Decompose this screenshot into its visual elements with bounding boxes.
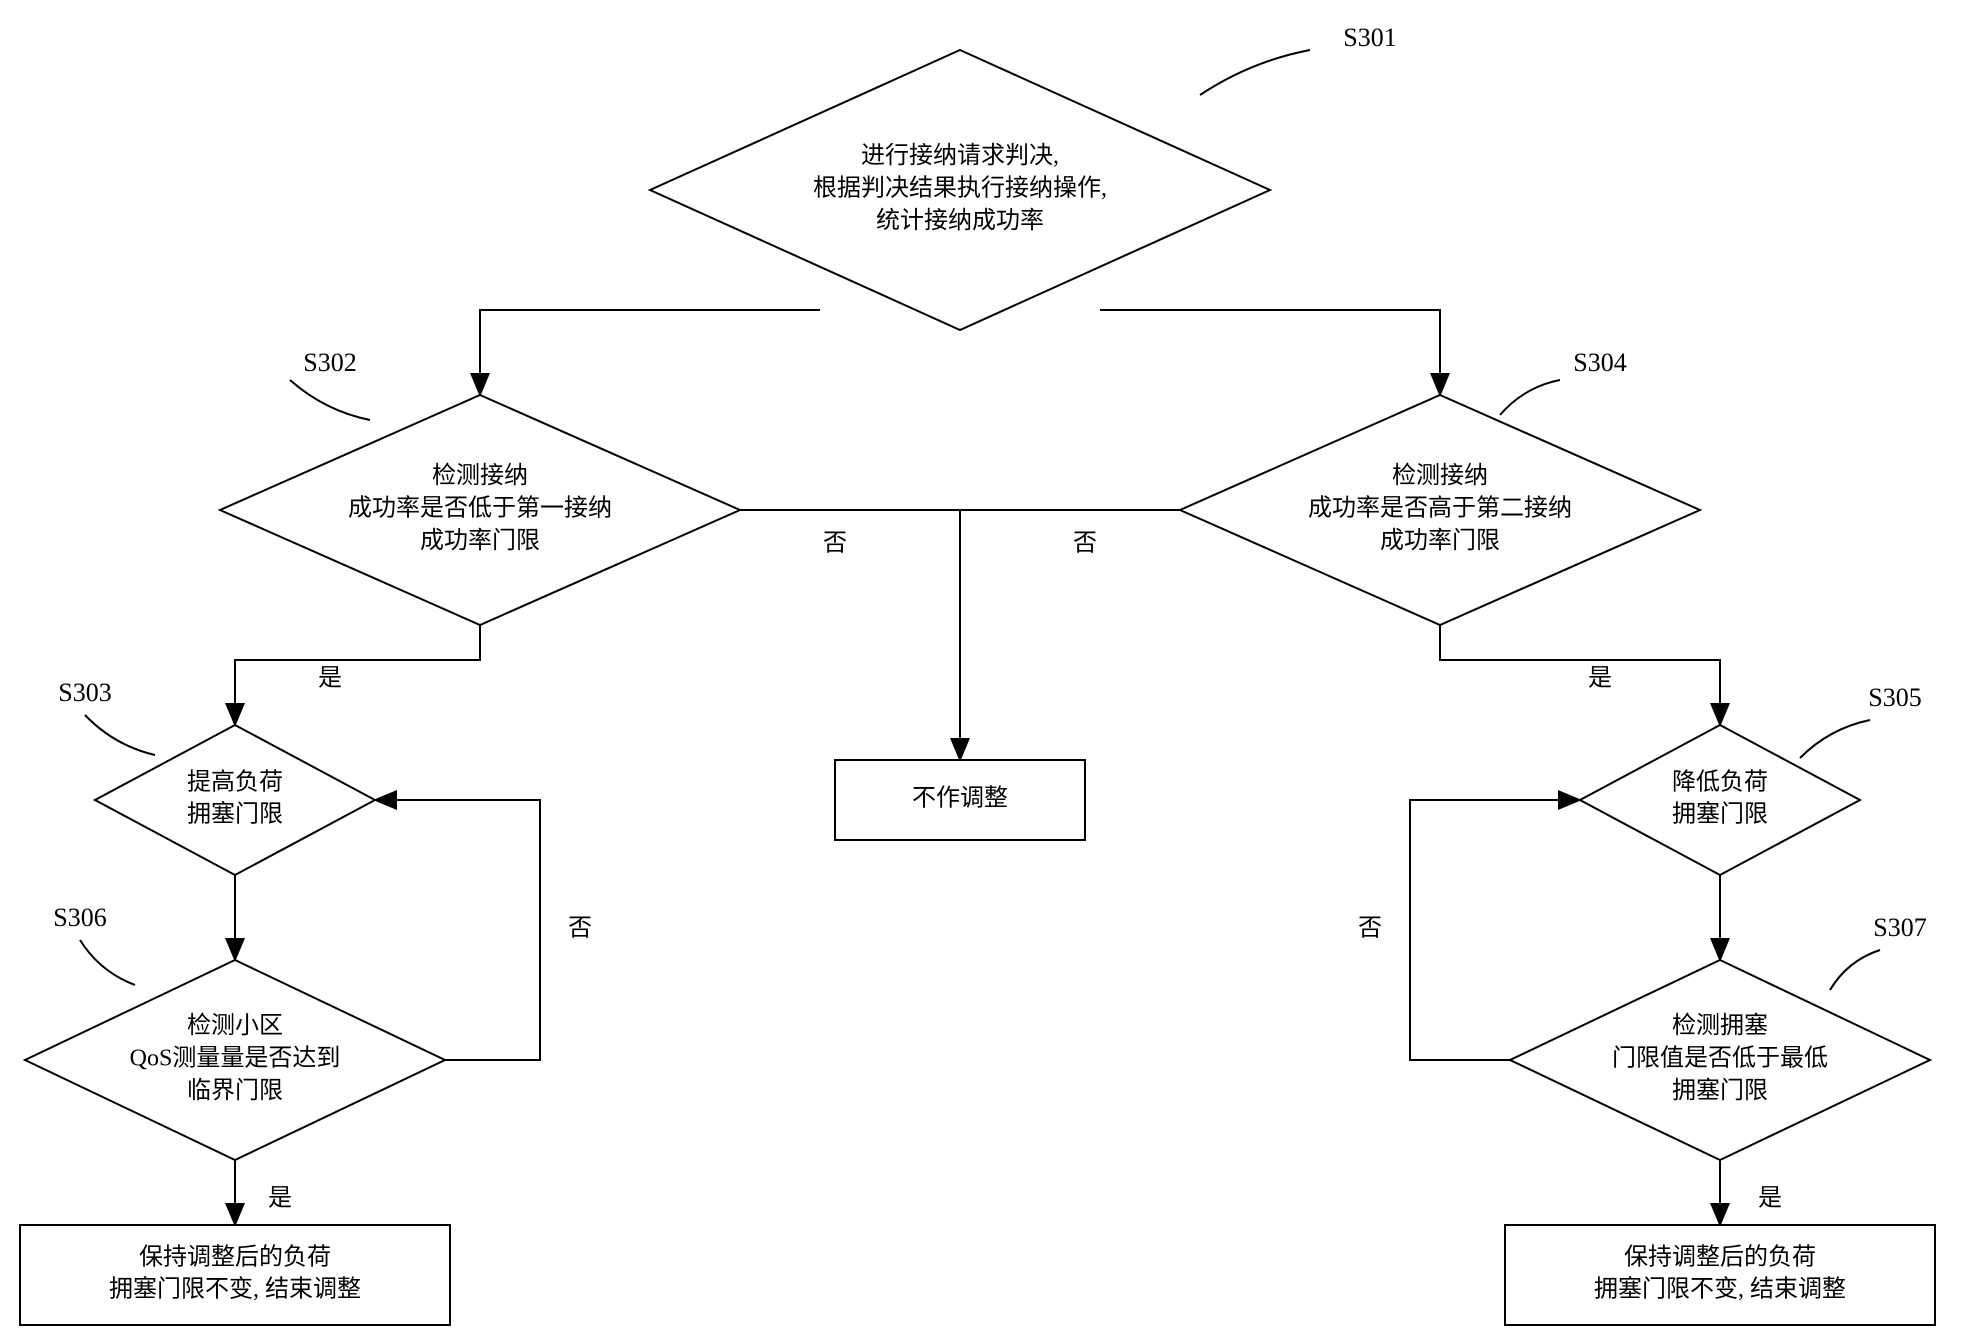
node-text: 拥塞门限不变, 结束调整 (1594, 1276, 1846, 1303)
edge-label: 是 (1588, 666, 1612, 692)
node-text: 成功率门限 (420, 527, 540, 554)
node-id-label: S301 (1343, 23, 1396, 52)
leader-line (1830, 950, 1880, 990)
edge (740, 510, 960, 760)
node-text: 拥塞门限 (187, 801, 283, 828)
node-text: 成功率是否低于第一接纳 (348, 495, 612, 522)
node-text: 成功率门限 (1380, 527, 1500, 554)
node-text: QoS测量量是否达到 (130, 1045, 341, 1072)
node-text: 降低负荷 (1672, 768, 1768, 795)
node-end_left: 保持调整后的负荷拥塞门限不变, 结束调整 (20, 1225, 450, 1325)
node-s303: 提高负荷拥塞门限 (95, 725, 375, 875)
node-s305: 降低负荷拥塞门限 (1580, 725, 1860, 875)
node-text: 保持调整后的负荷 (139, 1243, 331, 1270)
leader-line (1500, 380, 1560, 415)
flowchart-canvas: 进行接纳请求判决, 根据判决结果执行接纳操作, 统计接纳成功率检测接纳成功率是否低于… (0, 0, 1969, 1329)
node-id-label: S303 (58, 678, 111, 707)
node-text: 根据判决结果执行接纳操作, (813, 175, 1107, 202)
edge (235, 625, 480, 725)
node-id-label: S305 (1868, 683, 1921, 712)
node-text: 门限值是否低于最低 (1612, 1045, 1828, 1072)
node-end_right: 保持调整后的负荷拥塞门限不变, 结束调整 (1505, 1225, 1935, 1325)
edge-label: 是 (318, 666, 342, 692)
leader-line (1800, 720, 1870, 758)
edge-label: 是 (268, 1186, 292, 1212)
node-id-label: S304 (1573, 348, 1626, 377)
edge-label: 否 (823, 531, 847, 557)
node-text: 临界门限 (187, 1077, 283, 1104)
leader-line (80, 940, 135, 985)
node-text: 统计接纳成功率 (876, 207, 1044, 234)
node-c_no_adjust: 不作调整 (835, 760, 1085, 840)
node-text: 拥塞门限 (1672, 801, 1768, 828)
node-s306: 检测小区 QoS测量量是否达到临界门限 (25, 960, 445, 1160)
node-s301: 进行接纳请求判决, 根据判决结果执行接纳操作, 统计接纳成功率 (650, 50, 1270, 330)
node-text: 进行接纳请求判决, (861, 142, 1059, 169)
leader-line (1200, 50, 1310, 95)
edge (1440, 625, 1720, 725)
edge (480, 310, 820, 395)
node-s307: 检测拥塞门限值是否低于最低拥塞门限 (1510, 960, 1930, 1160)
edge-label: 否 (1358, 916, 1382, 942)
node-text: 成功率是否高于第二接纳 (1308, 495, 1572, 522)
node-text: 保持调整后的负荷 (1624, 1243, 1816, 1270)
node-id-label: S306 (53, 903, 106, 932)
node-text: 检测小区 (187, 1012, 283, 1039)
leader-line (290, 380, 370, 420)
node-text: 不作调整 (912, 785, 1008, 812)
node-text: 拥塞门限 (1672, 1077, 1768, 1104)
node-text: 拥塞门限不变, 结束调整 (109, 1276, 361, 1303)
edge-label: 否 (568, 916, 592, 942)
node-s304: 检测接纳成功率是否高于第二接纳成功率门限 (1180, 395, 1700, 625)
leader-line (85, 715, 155, 755)
edge (1100, 310, 1440, 395)
node-id-label: S307 (1873, 913, 1926, 942)
node-text: 检测拥塞 (1672, 1012, 1768, 1039)
edge-label: 否 (1073, 531, 1097, 557)
edge-label: 是 (1758, 1186, 1782, 1212)
edge (1410, 800, 1580, 1060)
node-text: 检测接纳 (1392, 462, 1488, 489)
edge (375, 800, 540, 1060)
node-text: 提高负荷 (187, 768, 283, 795)
node-text: 检测接纳 (432, 462, 528, 489)
node-s302: 检测接纳成功率是否低于第一接纳成功率门限 (220, 395, 740, 625)
node-id-label: S302 (303, 348, 356, 377)
